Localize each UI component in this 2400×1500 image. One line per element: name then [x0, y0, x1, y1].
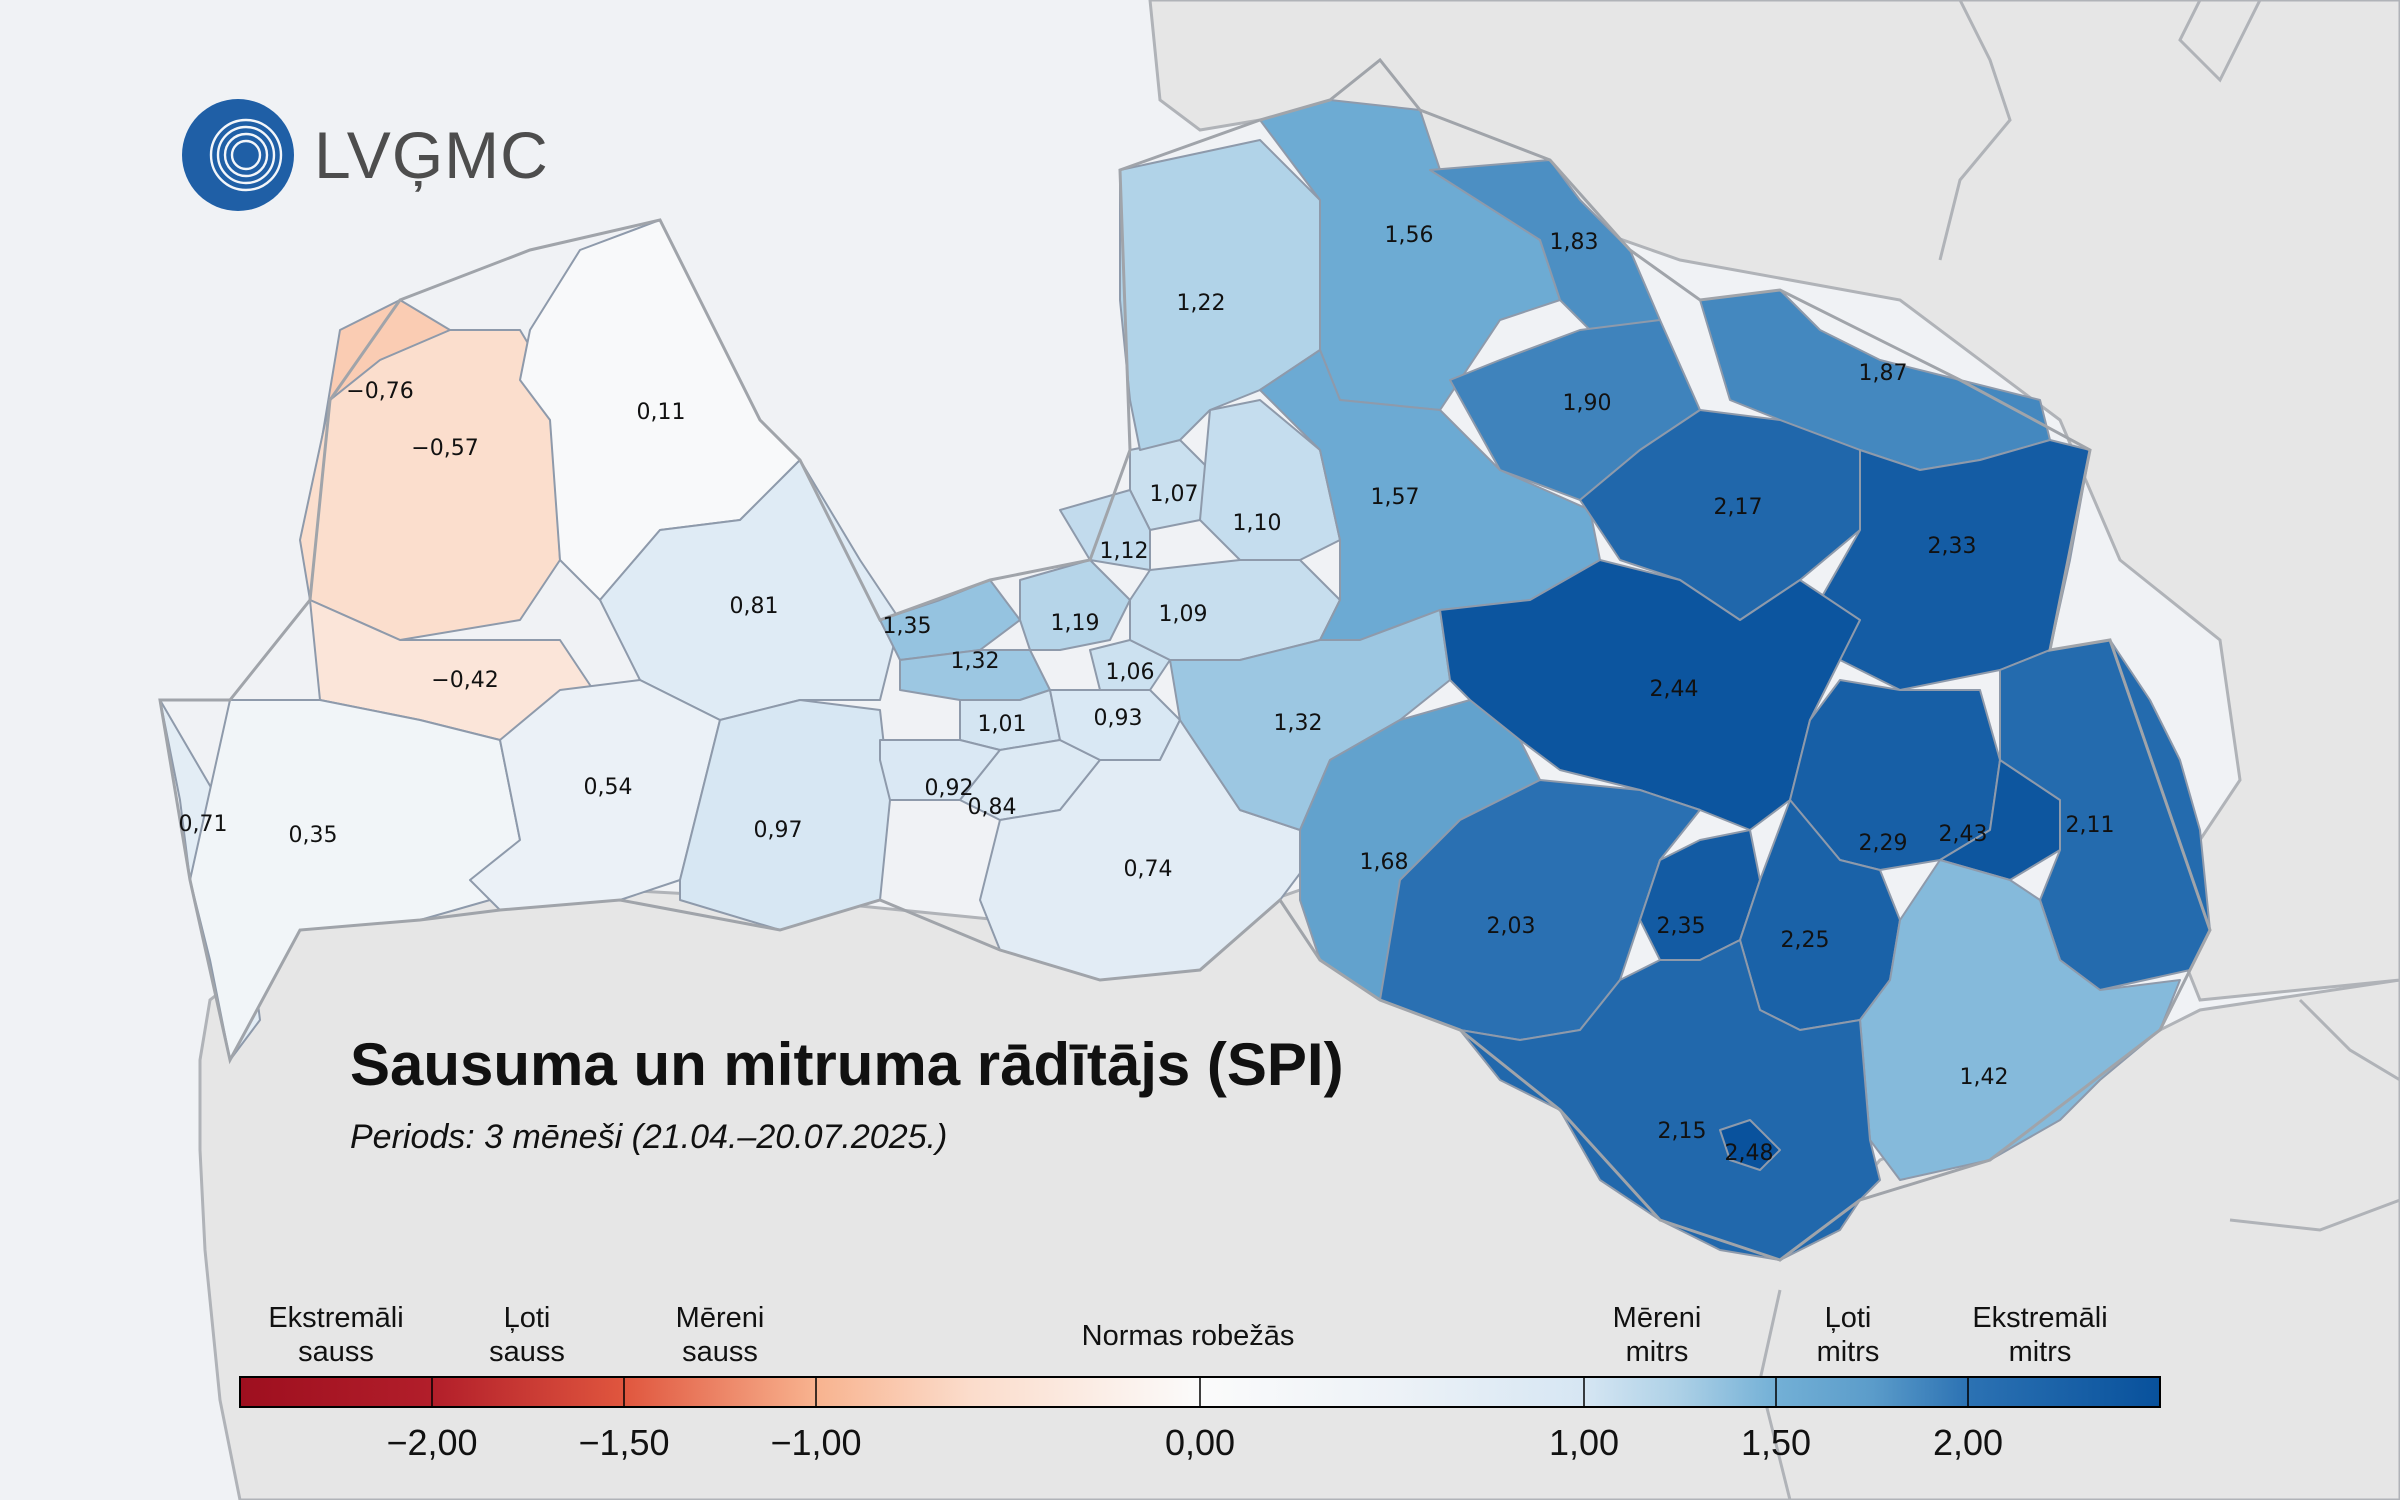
legend-tick-label: 1,00: [1549, 1422, 1619, 1463]
region-r20: [1199, 399, 1341, 561]
region-value-label: 1,10: [1233, 511, 1282, 536]
region-value-label: 0,11: [637, 400, 686, 425]
region-value-label: 0,71: [179, 812, 228, 837]
region-value-label: 2,17: [1714, 495, 1763, 520]
region-value-label: 0,92: [925, 776, 974, 801]
region-value-label: 1,68: [1360, 850, 1409, 875]
legend-category-label: sauss: [682, 1336, 758, 1368]
region-value-label: 1,83: [1550, 230, 1599, 255]
legend-category-label: Ekstremāli: [268, 1302, 403, 1334]
region-value-label: 1,35: [883, 614, 932, 639]
region-value-label: 0,54: [584, 775, 633, 800]
region-r19: [1059, 489, 1151, 571]
legend-tick-label: −1,00: [770, 1422, 861, 1463]
country-border: [158, 57, 2212, 1262]
map-title: Sausuma un mitruma rādītājs (SPI): [350, 1031, 1344, 1098]
legend-category-label: Ļoti: [1825, 1302, 1872, 1334]
region-value-label: 1,19: [1051, 611, 1100, 636]
region-value-label: 2,48: [1725, 1141, 1774, 1166]
region-value-label: 1,32: [951, 649, 1000, 674]
region-value-label: 1,57: [1371, 485, 1420, 510]
legend-category-label: mitrs: [2009, 1336, 2072, 1368]
region-value-label: 2,35: [1657, 914, 1706, 939]
region-value-label: 2,15: [1658, 1119, 1707, 1144]
map-subtitle: Periods: 3 mēneši (21.04.–20.07.2025.): [350, 1118, 948, 1156]
region-value-label: 2,29: [1859, 831, 1908, 856]
region-value-label: 1,42: [1960, 1065, 2009, 1090]
region-r40: [1859, 859, 2181, 1181]
region-value-label: −0,42: [431, 668, 498, 693]
region-r9: [679, 699, 891, 931]
logo: LVĢMC: [182, 99, 549, 211]
legend-category-label: Mēreni: [676, 1302, 765, 1334]
region-r12: [1019, 559, 1131, 651]
region-r42: [1719, 1119, 1781, 1171]
legend-category-label: Ļoti: [504, 1302, 551, 1334]
region-r24: [1259, 99, 1561, 411]
region-value-label: 0,74: [1124, 857, 1173, 882]
region-value-label: 0,84: [968, 795, 1017, 820]
legend-tick-label: −2,00: [386, 1422, 477, 1463]
region-value-label: 1,87: [1859, 361, 1908, 386]
region-value-label: 1,07: [1150, 482, 1199, 507]
legend-category-label: sauss: [298, 1336, 374, 1368]
region-r41: [1459, 939, 1881, 1261]
logo-text: LVĢMC: [314, 118, 549, 192]
region-value-label: −0,57: [411, 436, 478, 461]
region-value-label: −0,76: [346, 379, 413, 404]
region-value-label: 1,09: [1159, 602, 1208, 627]
region-value-label: 1,32: [1274, 711, 1323, 736]
waves-globe-icon: [182, 99, 294, 211]
region-value-label: 2,43: [1939, 822, 1988, 847]
legend-category-label: Mēreni: [1613, 1302, 1702, 1334]
region-value-label: 2,25: [1781, 928, 1830, 953]
legend-category-label: sauss: [489, 1336, 565, 1368]
legend-tick-label: 1,50: [1741, 1422, 1811, 1463]
region-value-label: 2,33: [1928, 534, 1977, 559]
region-value-label: 1,90: [1563, 391, 1612, 416]
legend-tick-label: −1,50: [578, 1422, 669, 1463]
legend-tick-label: 0,00: [1165, 1422, 1235, 1463]
region-value-label: 0,35: [289, 823, 338, 848]
region-value-label: 0,97: [754, 818, 803, 843]
region-value-label: 2,03: [1487, 914, 1536, 939]
region-value-label: 1,22: [1177, 291, 1226, 316]
region-r16: [1089, 639, 1171, 691]
legend-category-label: mitrs: [1626, 1336, 1689, 1368]
legend-category-label: Ekstremāli: [1972, 1302, 2107, 1334]
region-value-label: 2,11: [2066, 813, 2115, 838]
region-value-label: 0,81: [730, 594, 779, 619]
region-value-label: 1,56: [1385, 223, 1434, 248]
region-value-label: 2,44: [1650, 677, 1699, 702]
legend-tick-label: 2,00: [1933, 1422, 2003, 1463]
region-r7: [189, 699, 521, 1061]
legend-category-label: Normas robežās: [1082, 1320, 1295, 1352]
internal-border-lines: [1758, 0, 2400, 1500]
legend: −2,00 −1,50 −1,00 0,00 1,00 1,50 2,00 Ekstremā…: [239, 1302, 2161, 1463]
legend-category-label: mitrs: [1817, 1336, 1880, 1368]
region-value-label: 0,93: [1094, 706, 1143, 731]
region-value-label: 1,01: [978, 712, 1027, 737]
region-value-label: 1,06: [1106, 660, 1155, 685]
region-value-label: 1,12: [1100, 539, 1149, 564]
